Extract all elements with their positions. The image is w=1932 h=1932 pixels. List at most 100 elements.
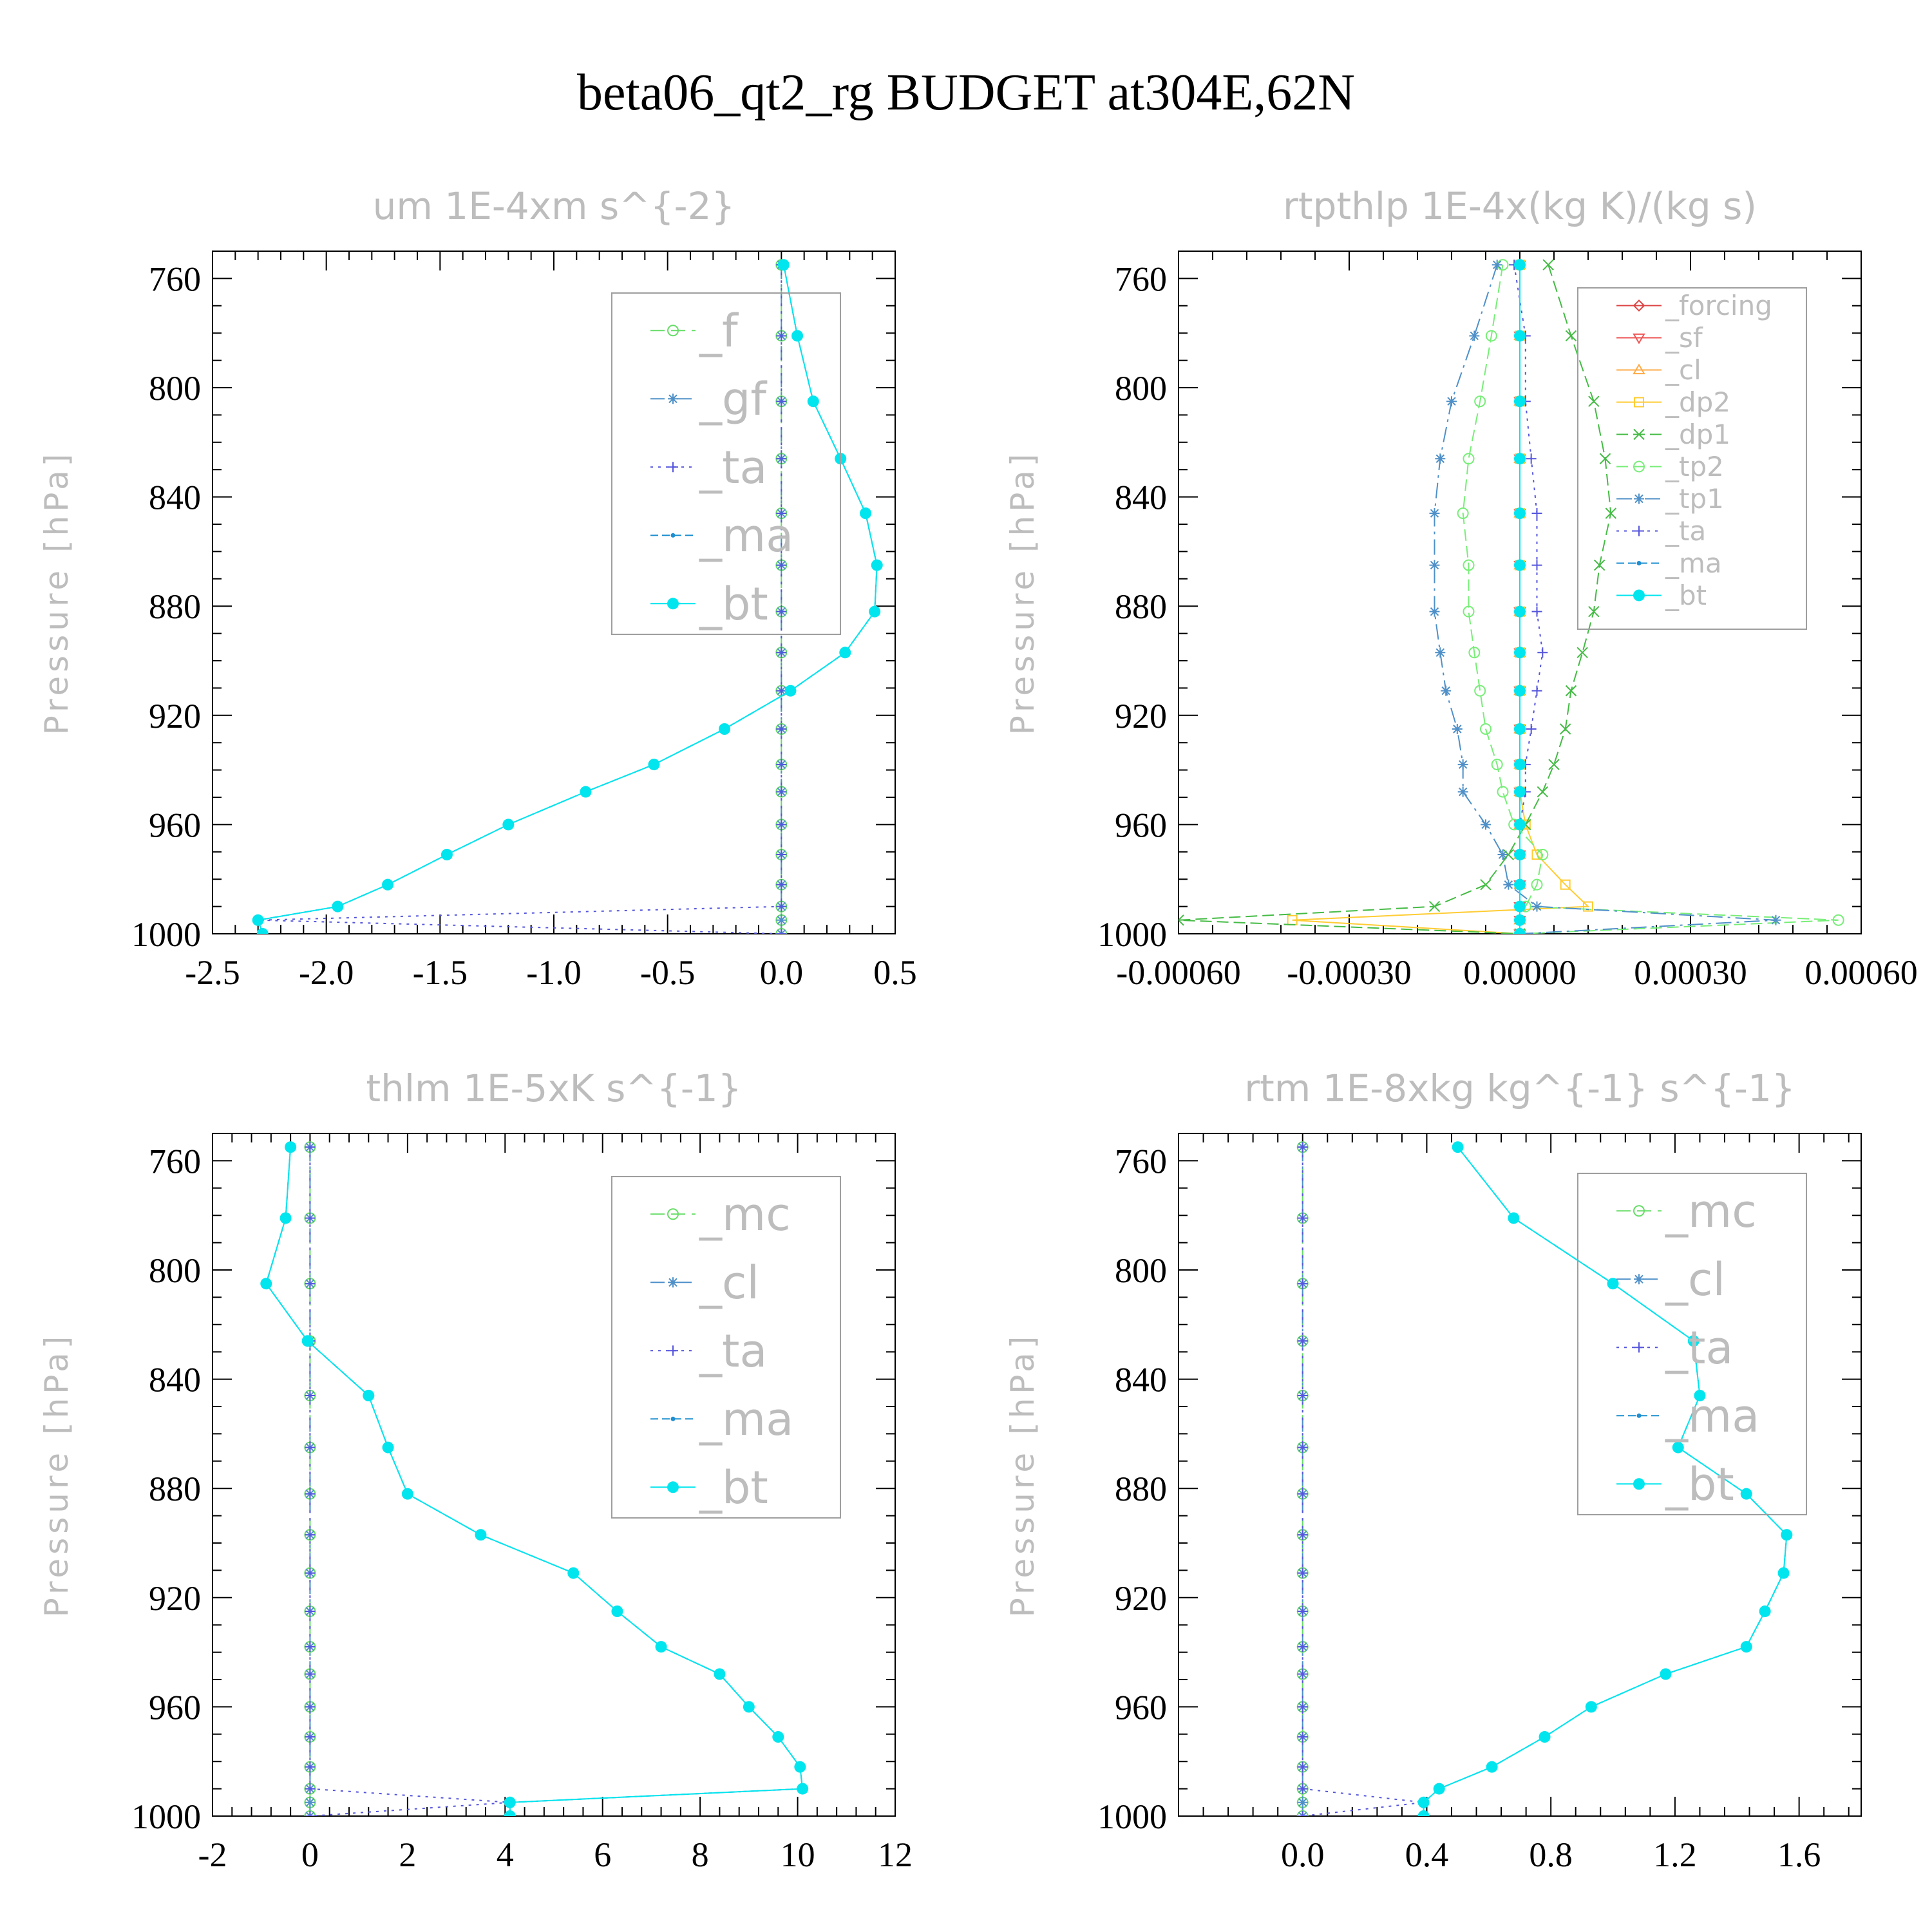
legend-marker	[1634, 526, 1644, 536]
data-point	[794, 1761, 806, 1773]
data-point	[1660, 1668, 1672, 1680]
data-point	[1531, 560, 1542, 571]
data-point	[776, 914, 787, 925]
data-point	[611, 1605, 623, 1617]
x-tick-label: -0.00060	[1116, 953, 1240, 992]
series-ma	[256, 262, 880, 934]
data-point	[1297, 1811, 1308, 1816]
data-point	[1492, 260, 1502, 270]
data-point	[1503, 879, 1514, 890]
y-tick-label: 960	[1115, 806, 1167, 844]
legend-box	[1577, 287, 1807, 630]
data-point	[1687, 1335, 1700, 1347]
data-point	[260, 1278, 272, 1290]
data-point	[1452, 1141, 1464, 1153]
x-tick-label: 0.00060	[1804, 953, 1918, 992]
data-point	[1481, 819, 1491, 830]
panel-title: rtm 1E-8xkg kg^{-1} s^{-1}	[1244, 1066, 1795, 1110]
data-point	[869, 605, 881, 618]
y-tick-label: 960	[149, 806, 201, 844]
panel-title: um 1E-4xm s^{-2}	[373, 184, 735, 228]
data-point	[776, 929, 787, 934]
legend: _forcing_sf_cl_dp2_dp1_tp2_tp1_ta_ma_bt	[1577, 287, 1807, 630]
data-point	[1559, 723, 1571, 735]
data-point	[839, 647, 851, 659]
data-point	[1537, 647, 1548, 658]
series-bt	[252, 259, 883, 934]
data-point	[776, 786, 787, 797]
series-tp1	[1429, 260, 1781, 934]
data-point	[1588, 605, 1600, 618]
data-point	[1435, 647, 1446, 658]
data-point	[382, 878, 394, 891]
data-point	[1297, 1701, 1308, 1712]
data-point	[580, 786, 592, 798]
data-point	[1514, 647, 1526, 659]
legend-marker	[667, 1481, 679, 1493]
data-point	[777, 259, 790, 271]
data-point	[871, 559, 883, 571]
series-bt	[1514, 259, 1526, 934]
data-point	[305, 1567, 316, 1578]
x-tick-label: 0.5	[873, 953, 917, 992]
data-point	[1514, 453, 1526, 465]
y-tick-label: 880	[1115, 1470, 1167, 1508]
data-point	[1759, 1605, 1771, 1617]
data-point	[791, 330, 804, 342]
series-ta	[1297, 1142, 1429, 1816]
data-point	[1429, 560, 1440, 571]
series-dp2	[1287, 260, 1593, 934]
x-tick-label: -1.5	[413, 953, 468, 992]
data-point	[648, 759, 660, 771]
legend-label: _ta	[1665, 1321, 1733, 1374]
data-point	[1694, 1390, 1706, 1402]
data-point	[1770, 914, 1781, 925]
data-point	[382, 1441, 394, 1454]
panel-thlm: thlm 1E-5xK s^{-1}Pressure [hPa]76080084…	[38, 1066, 913, 1874]
x-tick-label: 0.00000	[1463, 953, 1577, 992]
data-point	[401, 1488, 413, 1500]
legend-label: _dp1	[1665, 419, 1730, 450]
data-point	[1514, 330, 1526, 342]
data-point	[1508, 1212, 1520, 1224]
data-point	[776, 759, 787, 770]
legend-marker	[668, 462, 678, 473]
legend-marker	[1633, 1205, 1645, 1217]
legend-marker	[1634, 1342, 1644, 1353]
data-point	[1457, 759, 1468, 770]
legend-marker	[1636, 561, 1642, 565]
plot-area	[1296, 1141, 1793, 1816]
data-point	[1537, 849, 1549, 861]
legend-marker	[1633, 428, 1645, 440]
data-point	[305, 1530, 316, 1540]
legend-label: _tp2	[1665, 451, 1724, 482]
data-point	[1297, 1783, 1308, 1794]
y-tick-label: 800	[1115, 1251, 1167, 1290]
data-point	[1740, 1488, 1752, 1500]
data-point	[1435, 453, 1446, 464]
legend-marker	[1633, 589, 1645, 601]
data-point	[1777, 1567, 1790, 1579]
data-point	[305, 1669, 316, 1680]
data-point	[776, 396, 787, 407]
data-point	[1457, 507, 1469, 520]
data-point	[776, 879, 787, 890]
y-tick-label: 840	[1115, 478, 1167, 517]
legend-marker	[1634, 397, 1644, 408]
legend-marker	[1633, 460, 1645, 473]
legend-marker	[1633, 1478, 1645, 1490]
x-tick-label: -2.0	[299, 953, 354, 992]
data-point	[1429, 606, 1440, 617]
data-point	[305, 1488, 316, 1499]
legend-marker	[1633, 333, 1645, 345]
series-line	[257, 265, 878, 934]
data-point	[305, 1797, 316, 1808]
x-tick-label: -0.00030	[1287, 953, 1411, 992]
legend-label: _forcing	[1665, 290, 1772, 321]
data-point	[1463, 605, 1475, 618]
y-tick-label: 840	[149, 478, 201, 517]
legend-marker	[668, 393, 678, 404]
legend-marker	[1633, 299, 1645, 312]
legend-label: _bt	[699, 578, 768, 630]
